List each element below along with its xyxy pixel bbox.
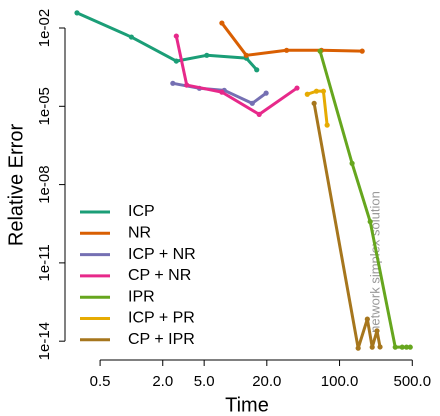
point bbox=[355, 345, 361, 351]
point bbox=[364, 316, 370, 322]
legend-label: NR bbox=[128, 225, 151, 242]
x-tick-label: 500.0 bbox=[394, 373, 432, 390]
point bbox=[128, 34, 135, 40]
annotation: network simplex solution bbox=[367, 191, 382, 333]
point bbox=[367, 219, 373, 225]
point bbox=[317, 48, 323, 54]
y-tick-label: 1e-11 bbox=[36, 244, 53, 281]
point bbox=[204, 52, 210, 58]
point bbox=[263, 90, 269, 96]
point bbox=[403, 344, 410, 350]
series-line bbox=[306, 89, 329, 126]
point bbox=[399, 344, 405, 350]
series-line bbox=[76, 11, 258, 71]
series-line bbox=[220, 22, 363, 57]
series-line bbox=[174, 35, 298, 116]
point bbox=[320, 88, 327, 94]
point bbox=[219, 20, 225, 26]
legend-label: ICP bbox=[128, 203, 155, 220]
y-tick-label: 1e-14 bbox=[36, 322, 53, 360]
point bbox=[369, 344, 375, 350]
point bbox=[219, 89, 225, 95]
point bbox=[311, 100, 317, 106]
legend-label: CP + IPR bbox=[128, 331, 195, 348]
point bbox=[74, 10, 80, 16]
x-tick-label: 20.0 bbox=[252, 373, 281, 390]
y-tick-label: 1e-08 bbox=[36, 165, 53, 203]
x-tick-label: 100.0 bbox=[321, 373, 359, 390]
y-tick-label: 1e-05 bbox=[36, 87, 53, 125]
point bbox=[184, 82, 190, 88]
series-line bbox=[312, 103, 382, 350]
series-line bbox=[318, 50, 411, 349]
legend-label: ICP + NR bbox=[128, 246, 196, 263]
point bbox=[256, 111, 262, 117]
point bbox=[349, 160, 355, 166]
point bbox=[407, 344, 413, 350]
x-tick-label: 0.5 bbox=[90, 373, 111, 390]
point bbox=[284, 47, 290, 53]
point bbox=[392, 344, 398, 350]
point bbox=[254, 67, 260, 73]
point bbox=[173, 33, 179, 39]
legend-label: CP + NR bbox=[128, 267, 191, 284]
point bbox=[170, 80, 176, 86]
y-axis-title: Relative Error bbox=[5, 124, 27, 247]
legend-label: IPR bbox=[128, 288, 155, 305]
point bbox=[313, 88, 320, 94]
y-tick-label: 1e-02 bbox=[36, 9, 53, 47]
x-tick-label: 5.0 bbox=[194, 373, 215, 390]
point bbox=[359, 48, 365, 54]
point bbox=[249, 100, 255, 106]
point bbox=[294, 85, 300, 91]
point bbox=[304, 91, 310, 97]
point bbox=[324, 122, 330, 128]
legend-label: ICP + PR bbox=[128, 310, 195, 327]
point bbox=[173, 58, 179, 64]
point bbox=[374, 328, 380, 334]
point bbox=[243, 52, 249, 58]
point bbox=[377, 344, 383, 350]
x-axis-title: Time bbox=[225, 394, 269, 416]
x-tick-label: 2.0 bbox=[152, 373, 173, 390]
